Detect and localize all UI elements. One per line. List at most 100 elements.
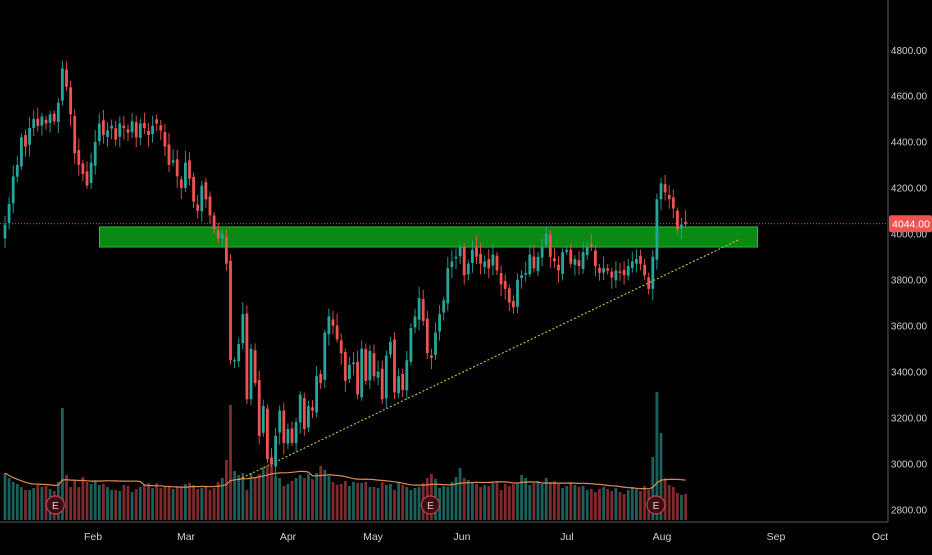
price-tick-label: 3800.00 bbox=[891, 276, 928, 287]
volume-bar bbox=[548, 482, 552, 520]
last-price-badge: 4044.00 bbox=[889, 215, 932, 233]
candlestick bbox=[278, 405, 282, 445]
volume-bar bbox=[348, 486, 351, 520]
earnings-marker-circle[interactable] bbox=[45, 495, 65, 515]
candle-body bbox=[360, 348, 364, 398]
candle-body bbox=[171, 160, 175, 163]
volume-bar bbox=[409, 490, 413, 520]
earnings-marker-label: E bbox=[52, 501, 59, 512]
candle-body bbox=[413, 316, 417, 328]
volume-bar bbox=[352, 482, 355, 520]
volume-bar bbox=[307, 474, 310, 520]
volume-bar bbox=[11, 482, 15, 520]
price-tick-label: 4400.00 bbox=[891, 138, 928, 149]
volume-bar bbox=[220, 478, 224, 520]
candlestick bbox=[421, 289, 425, 326]
candle-body bbox=[65, 69, 68, 87]
candle-body bbox=[184, 162, 187, 188]
volume-bar bbox=[192, 485, 195, 520]
candle-body bbox=[434, 332, 437, 355]
volume-bar bbox=[114, 490, 118, 520]
earnings-marker[interactable]: E bbox=[45, 495, 65, 515]
candlestick bbox=[307, 400, 310, 432]
candlestick bbox=[65, 61, 68, 91]
candle-body bbox=[540, 247, 544, 258]
volume-bar bbox=[85, 482, 89, 520]
volume-bar bbox=[503, 484, 507, 520]
volume-bar bbox=[298, 475, 302, 520]
candlestick bbox=[450, 250, 454, 279]
candle-body bbox=[667, 194, 671, 200]
price-tick-label: 4600.00 bbox=[891, 92, 928, 103]
volume-bar bbox=[24, 490, 27, 520]
candle-body bbox=[462, 247, 466, 276]
candle-body bbox=[163, 132, 167, 147]
candlestick bbox=[20, 133, 23, 170]
volume-bar bbox=[253, 478, 257, 520]
price-tick-label: 4200.00 bbox=[891, 184, 928, 195]
candle-body bbox=[143, 123, 146, 129]
earnings-marker-circle[interactable] bbox=[646, 495, 666, 515]
candle-body bbox=[282, 410, 286, 443]
candlestick bbox=[446, 256, 450, 311]
candlestick bbox=[380, 360, 384, 405]
candle-body bbox=[331, 319, 335, 326]
candlestick bbox=[442, 296, 446, 321]
volume-bar bbox=[184, 484, 187, 520]
price-axis[interactable]: 4800.00 4600.00 4400.00 4200.00 4000.00 3800.… bbox=[891, 46, 928, 517]
candlestick bbox=[352, 352, 355, 376]
candlestick bbox=[36, 107, 40, 132]
candlestick bbox=[663, 175, 667, 201]
volume-bar bbox=[635, 489, 638, 520]
candle-body bbox=[635, 259, 638, 264]
volume-bar bbox=[200, 488, 204, 520]
candlestick bbox=[56, 97, 60, 133]
candle-body bbox=[671, 197, 675, 209]
volume-bar bbox=[602, 487, 605, 520]
volume-bar bbox=[65, 475, 68, 520]
candle-body bbox=[69, 87, 72, 115]
candlestick bbox=[171, 149, 175, 166]
candle-body bbox=[425, 318, 429, 354]
candlestick bbox=[503, 274, 507, 300]
candlestick bbox=[680, 218, 683, 240]
candlestick bbox=[528, 244, 532, 278]
volume-bar bbox=[630, 487, 634, 520]
volume-bar bbox=[155, 483, 159, 520]
candle-body bbox=[28, 128, 31, 145]
earnings-marker[interactable]: E bbox=[420, 495, 440, 515]
candlestick bbox=[635, 249, 638, 273]
volume-bar bbox=[401, 485, 405, 520]
volume-bar bbox=[327, 476, 331, 520]
candle-body bbox=[471, 249, 474, 263]
candle-body bbox=[647, 277, 651, 289]
volume-bar bbox=[73, 480, 77, 520]
time-axis[interactable]: Feb Mar Apr May Jun Jul Aug Sep Oct bbox=[0, 521, 888, 543]
candle-body bbox=[315, 376, 318, 413]
volume-bar bbox=[290, 481, 294, 520]
candlestick bbox=[44, 116, 48, 130]
candle-body bbox=[569, 249, 573, 264]
candle-body bbox=[397, 376, 400, 394]
candle-body bbox=[565, 249, 569, 252]
candlestick bbox=[487, 249, 491, 279]
candlestick bbox=[626, 258, 630, 281]
volume-bar bbox=[323, 470, 327, 520]
volume-bar bbox=[610, 491, 614, 520]
candle-body bbox=[524, 272, 528, 275]
earnings-marker-circle[interactable] bbox=[420, 495, 440, 515]
candlestick bbox=[553, 248, 556, 268]
candle-body bbox=[348, 364, 351, 380]
candle-body bbox=[3, 224, 7, 239]
candlestick bbox=[516, 273, 519, 313]
candle-body bbox=[626, 266, 630, 276]
candlestick bbox=[610, 267, 614, 289]
candle-body bbox=[503, 280, 507, 289]
candlestick bbox=[581, 241, 585, 274]
volume-bar bbox=[69, 487, 72, 520]
earnings-marker[interactable]: E bbox=[646, 495, 666, 515]
candlestick bbox=[417, 286, 421, 331]
